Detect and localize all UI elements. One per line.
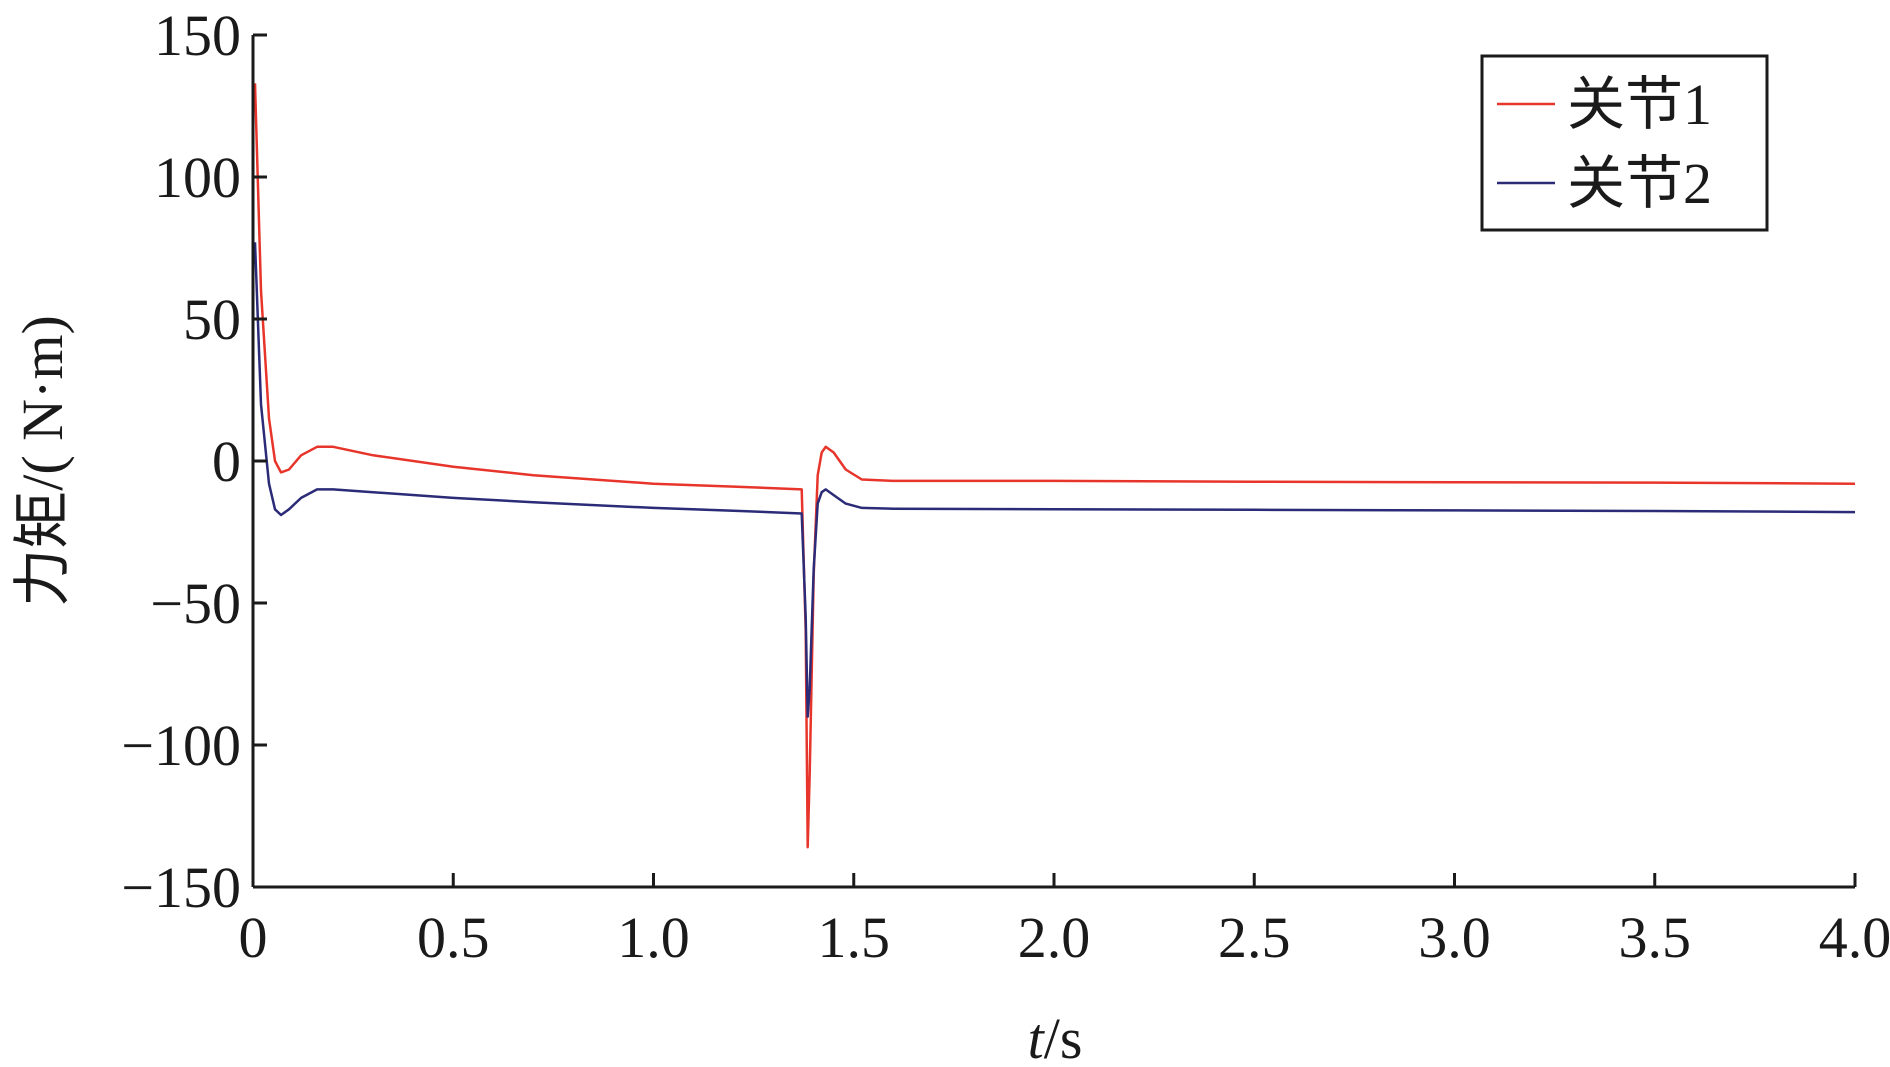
x-tick-label: 3.0 (1418, 905, 1491, 970)
legend-box (1480, 54, 1769, 232)
x-tick-label: 1.0 (617, 905, 690, 970)
x-tick-label: 3.5 (1619, 905, 1692, 970)
y-tick-label: 50 (183, 287, 241, 352)
y-axis-ticks: 150 100 50 0 −50 −100 −150 (121, 3, 267, 920)
x-axis-title-italic: t (1028, 1006, 1046, 1067)
x-tick-label: 2.5 (1218, 905, 1291, 970)
y-axis-title: 力矩/( N·m) (10, 315, 75, 607)
y-tick-label: −50 (150, 571, 241, 636)
x-tick-label: 0.5 (417, 905, 490, 970)
legend: 关节1 关节2 (1480, 54, 1769, 232)
legend-label-joint1: 关节1 (1567, 72, 1712, 137)
y-tick-label: 0 (212, 429, 241, 494)
x-axis-title-unit: /s (1044, 1006, 1083, 1067)
x-tick-label: 2.0 (1018, 905, 1091, 970)
y-tick-label: −150 (121, 855, 241, 920)
legend-label-joint2: 关节2 (1567, 151, 1712, 216)
x-tick-label: 0 (239, 905, 268, 970)
series-layer (253, 83, 1856, 849)
x-tick-label: 4.0 (1819, 905, 1890, 970)
x-tick-label: 1.5 (818, 905, 891, 970)
y-tick-label: −100 (121, 713, 241, 778)
x-axis-ticks: 0 0.5 1.0 1.5 2.0 2.5 3.0 3.5 4.0 (239, 873, 1890, 970)
y-tick-label: 100 (154, 145, 241, 210)
series-line-joint2 (253, 242, 1856, 718)
y-tick-label: 150 (154, 3, 241, 68)
x-axis-title: t/s (1028, 1006, 1083, 1067)
